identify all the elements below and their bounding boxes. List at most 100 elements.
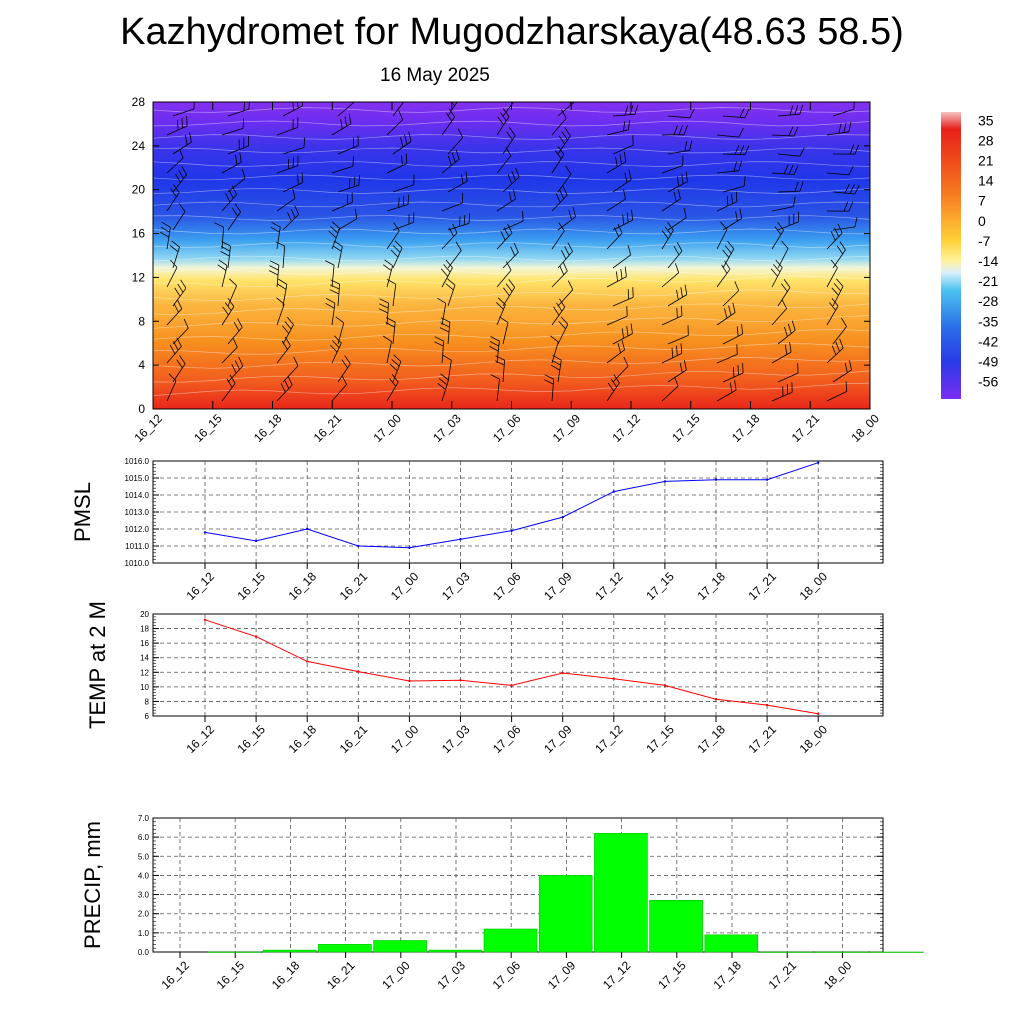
wind-barb-flag [572, 207, 576, 217]
wind-barb-flag [292, 188, 296, 199]
wind-barb-flag [560, 249, 567, 260]
wind-barb-flag [683, 125, 688, 135]
wind-barb-flag [186, 115, 188, 127]
wind-barb [227, 365, 244, 383]
wind-barb [826, 232, 843, 250]
plot-frame [152, 613, 884, 717]
wind-barb-flag [394, 240, 403, 249]
wind-barb [221, 227, 224, 250]
wind-barb [496, 155, 512, 174]
wind-barb [716, 229, 728, 250]
wind-barb [551, 194, 568, 212]
x-tick-label: 17_09 [550, 411, 584, 445]
wind-barb-flag [329, 289, 340, 295]
wind-barb-flag [781, 240, 789, 249]
wind-barb-flag [676, 289, 679, 300]
wind-barb-flag [358, 175, 360, 186]
wind-barb-flag [839, 338, 844, 349]
x-tick-label: 18_00 [797, 722, 831, 756]
wind-barb-flag [559, 265, 565, 275]
wind-barb [227, 177, 246, 193]
wind-barb-flag [434, 336, 444, 342]
wind-barb-flag [160, 226, 170, 233]
wind-barb-flag [271, 221, 281, 228]
wind-barb-flag [558, 321, 566, 330]
wind-barb [386, 119, 403, 136]
wind-barb-flag [678, 125, 683, 135]
precip-bar [870, 951, 924, 953]
y-tick-label: 1010.0 [125, 559, 150, 568]
x-tick-label: 17_03 [439, 569, 473, 603]
wind-barb [832, 369, 852, 383]
series-point [561, 671, 564, 675]
wind-barb [276, 265, 280, 288]
wind-barb [447, 360, 452, 383]
precip-bar [428, 949, 483, 953]
wind-barb-flag [676, 345, 678, 356]
wind-barb-flag [607, 382, 615, 392]
wind-barb-flag [734, 281, 740, 291]
wind-barb-flag [224, 302, 232, 311]
wind-barb [386, 265, 393, 288]
wind-barb-flag [777, 222, 784, 231]
wind-barb [606, 198, 626, 212]
wind-barb-flag [677, 176, 679, 187]
wind-barb [771, 351, 792, 364]
wind-barb-flag [661, 230, 669, 240]
wind-barb [777, 287, 791, 307]
x-tick-label: 16_15 [235, 569, 269, 603]
wind-barb-flag [689, 140, 693, 151]
colorbar-label: 28 [978, 132, 994, 148]
x-tick-label: 17_09 [541, 569, 575, 603]
wind-barb-flag [739, 108, 745, 118]
wind-barb-flag [179, 148, 184, 159]
x-tick-label: 17_21 [789, 411, 823, 445]
wind-barb-flag [225, 192, 231, 203]
wind-barb-flag [559, 189, 565, 199]
wind-barb-flag [170, 188, 177, 198]
wind-barb [777, 248, 789, 269]
wind-barb-flag [737, 365, 739, 376]
wind-barb [331, 123, 352, 136]
wind-barb [172, 108, 195, 117]
series-point [714, 478, 718, 481]
wind-barb [172, 211, 186, 231]
wind-barb-flag [447, 278, 456, 286]
wind-barb [337, 363, 351, 383]
wind-barb-flag [233, 322, 240, 332]
wind-barb-flag [434, 341, 444, 347]
wind-barb [276, 345, 291, 364]
wind-barb-flag [610, 378, 617, 388]
wind-barb-flag [269, 260, 280, 266]
x-tick-label: 17_00 [388, 569, 422, 603]
wind-barb-flag [335, 316, 345, 324]
wind-barb [777, 153, 800, 157]
series-point [254, 539, 258, 543]
precip-bar [594, 832, 648, 953]
wind-barb [166, 267, 178, 288]
wind-barb-flag [728, 305, 732, 316]
wind-barb-flag [173, 184, 180, 193]
wind-barb [606, 161, 627, 174]
wind-barb-flag [231, 185, 237, 195]
y-tick-label: 8 [138, 314, 145, 328]
wind-barb-flag [389, 378, 397, 387]
wind-barb-flag [791, 320, 796, 331]
wind-barb [496, 379, 500, 402]
series-point [663, 684, 667, 687]
wind-barb-flag [226, 378, 233, 388]
isotherm-line [153, 228, 870, 235]
wind-barb-flag [673, 246, 680, 256]
precip-bar [814, 951, 869, 953]
wind-barb-flag [341, 359, 348, 369]
wind-barb-flag [344, 355, 351, 365]
wind-barb-flag [558, 135, 566, 145]
wind-barb [612, 114, 635, 117]
wind-barb [606, 315, 628, 326]
wind-barb [502, 220, 524, 231]
wind-barb-flag [293, 356, 299, 367]
wind-barb [337, 102, 355, 117]
wind-barb-flag [733, 161, 737, 172]
wind-barb [771, 308, 787, 326]
wind-barb-flag [330, 284, 340, 290]
